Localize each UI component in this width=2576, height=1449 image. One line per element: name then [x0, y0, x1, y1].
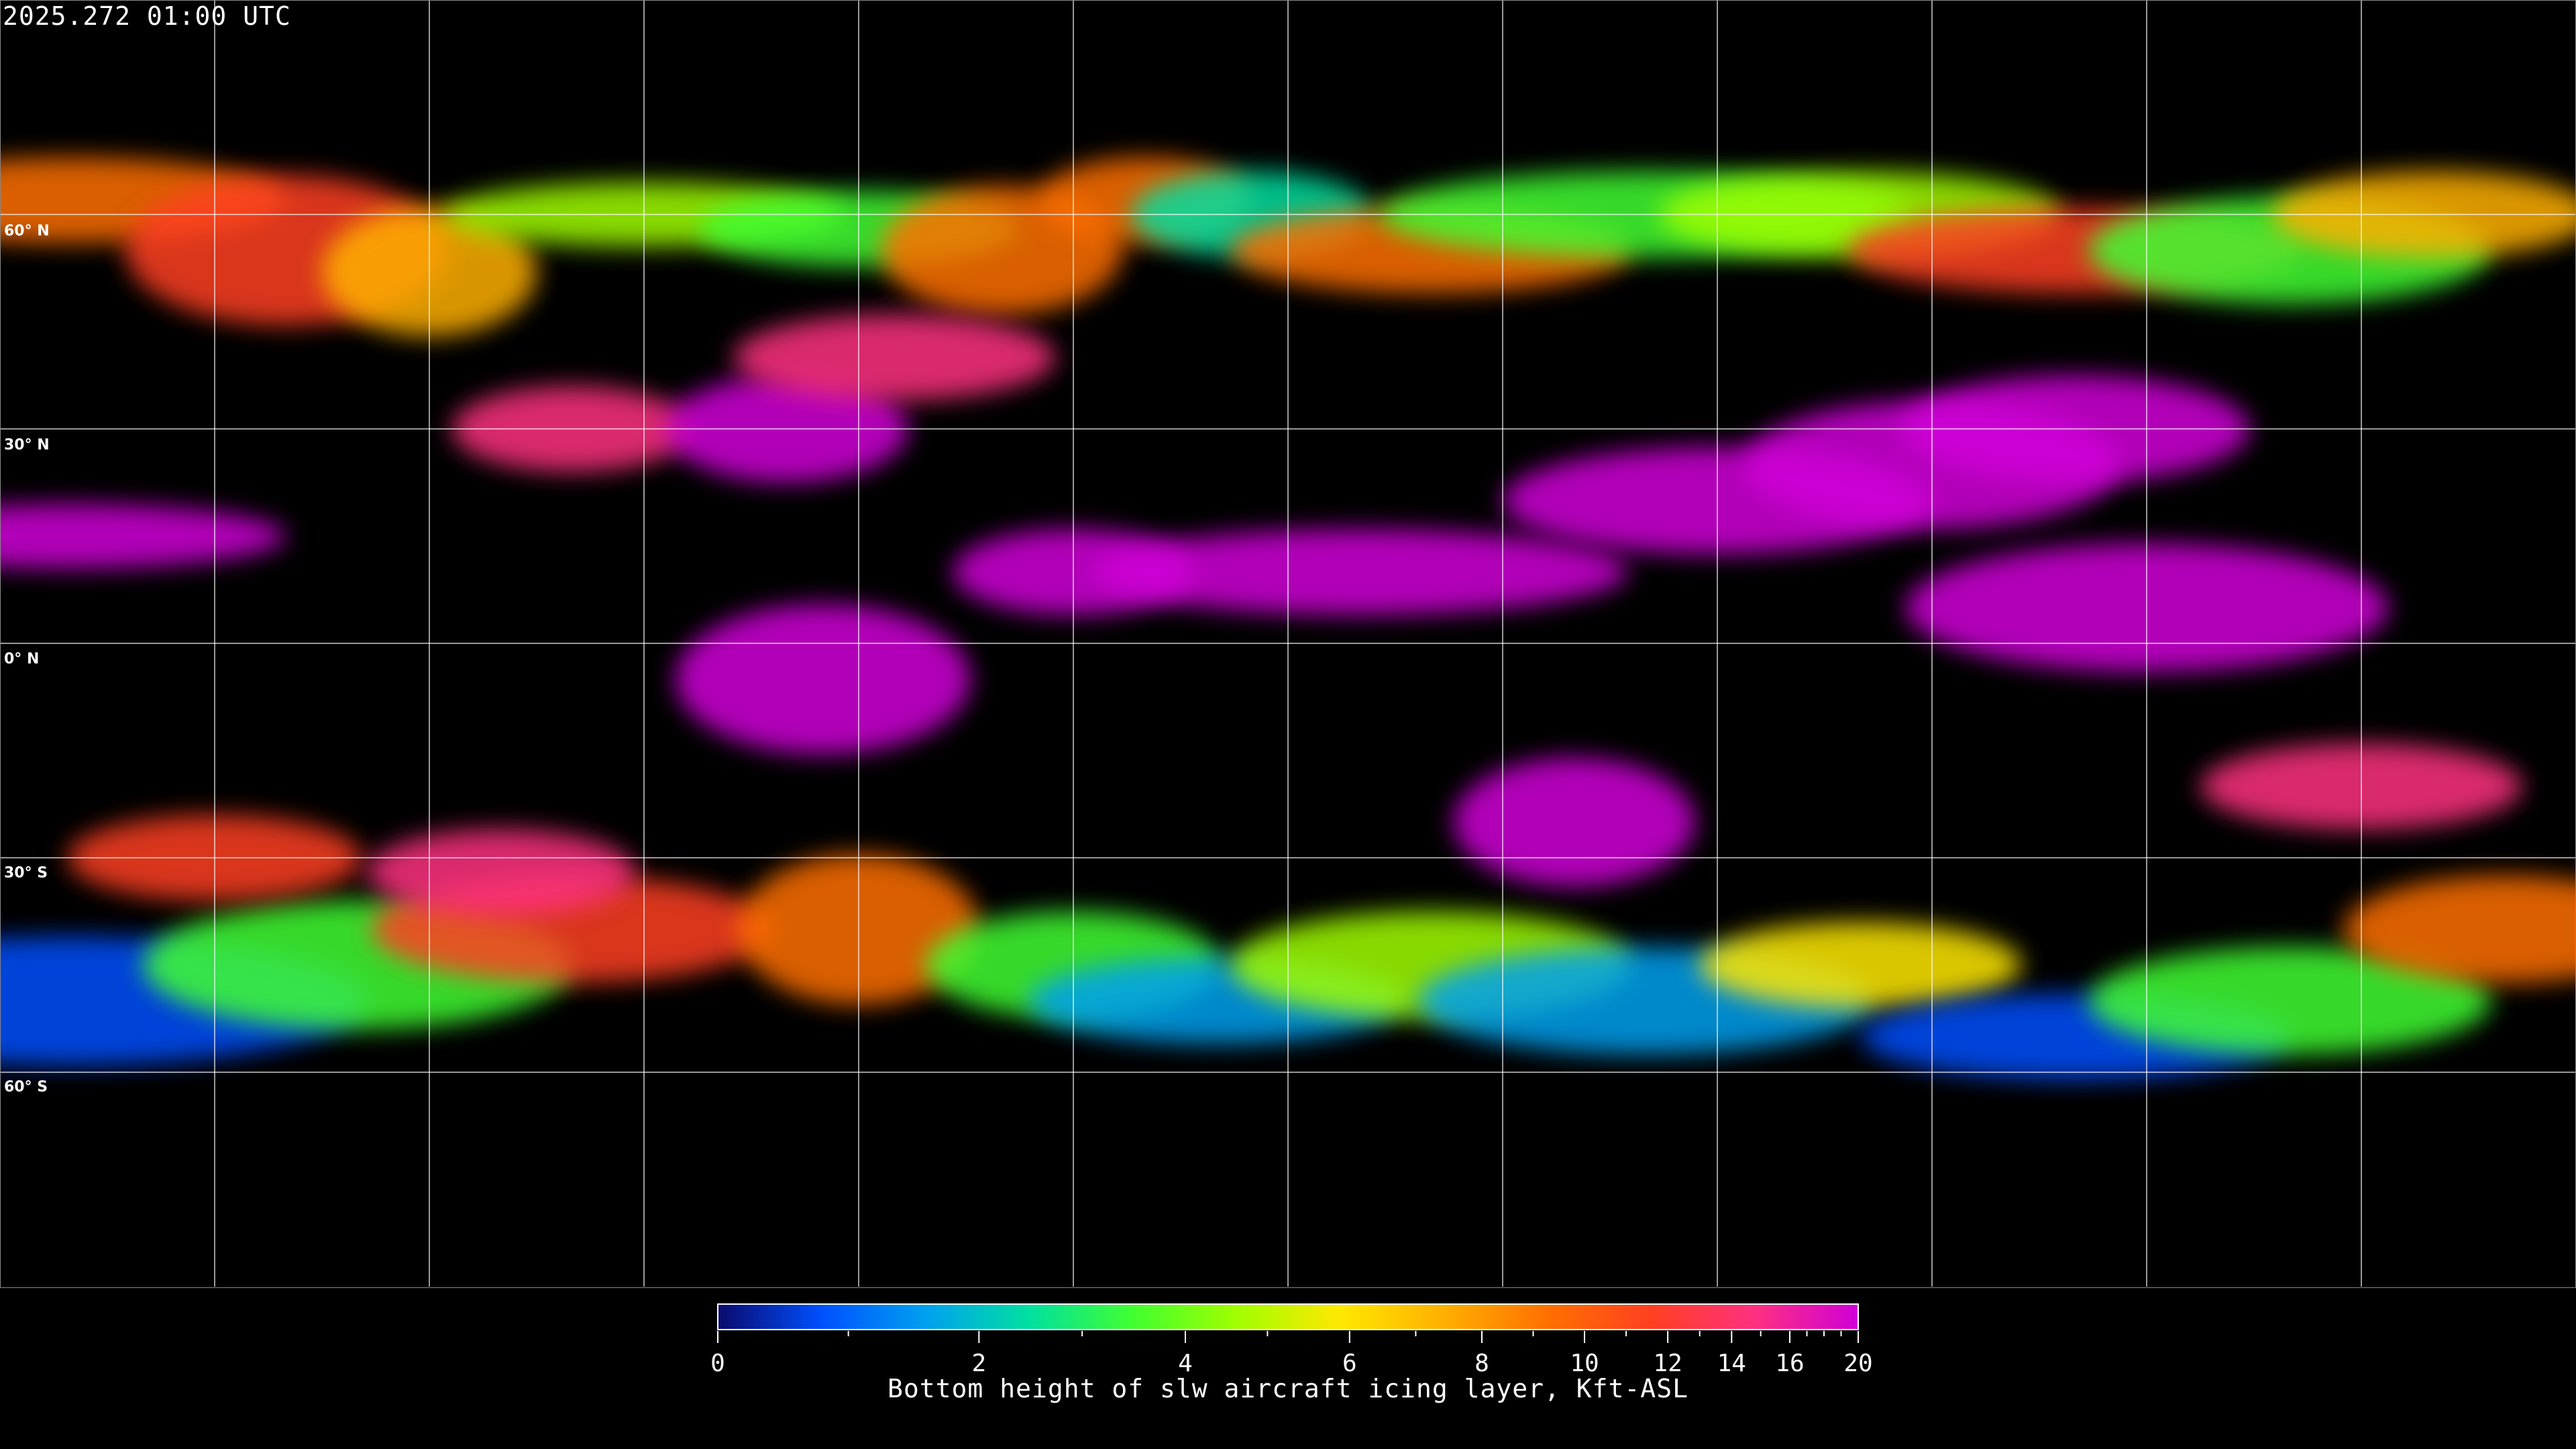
colorbar-tick-label: 14 [1717, 1350, 1746, 1377]
map-canvas [0, 0, 2576, 1287]
lat-label-30n: 30° N [4, 437, 50, 453]
cloud-region [0, 504, 286, 569]
cloud-region [733, 314, 1056, 400]
colorbar-tick-label: 12 [1653, 1350, 1682, 1377]
cloud-region [366, 828, 635, 915]
cloud-region [2088, 947, 2491, 1055]
colorbar-tick-label: 2 [971, 1350, 986, 1377]
cloud-region [2343, 875, 2576, 983]
cloud-region [1699, 922, 2022, 1008]
lat-label-30s: 30° S [4, 865, 48, 881]
colorbar-title: Bottom height of slw aircraft icing laye… [888, 1374, 1688, 1403]
colorbar-tick-label: 0 [710, 1350, 725, 1377]
cloud-region [675, 604, 971, 755]
colorbar-tick-label: 10 [1570, 1350, 1599, 1377]
colorbar-gradient [717, 1303, 1859, 1330]
colorbar-tick-label: 6 [1342, 1350, 1357, 1377]
lat-label-60n: 60° N [4, 223, 50, 239]
cloud-region [1453, 757, 1695, 887]
colorbar-tick-label: 20 [1843, 1350, 1872, 1377]
lat-label-60s: 60° S [4, 1079, 48, 1095]
lat-label-0n: 0° N [4, 651, 40, 667]
colorbar-tick-label: 4 [1178, 1350, 1193, 1377]
colorbar-tick-label: 8 [1474, 1350, 1489, 1377]
timestamp-title: 2025.272 01:00 UTC [3, 1, 291, 31]
colorbar-tick-label: 16 [1775, 1350, 1804, 1377]
icing-map: 2025.272 01:00 UTC 60° N 30° N 0° N 30° … [0, 0, 2576, 1288]
colorbar: 0 2 4 6 8 10 12 14 16 20 [710, 1303, 1873, 1377]
cloud-region [1091, 529, 1628, 615]
